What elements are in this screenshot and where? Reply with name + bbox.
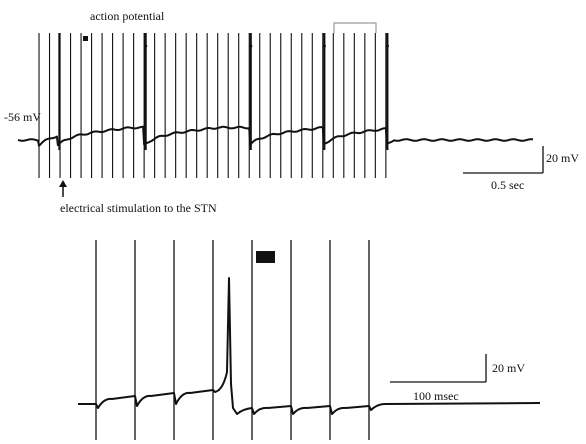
top-spike-dot-2: [144, 44, 148, 48]
action-potential-label: action potential: [90, 9, 165, 23]
bottom-stimulus-artifacts: [95, 240, 370, 440]
resting-potential-label: -56 mV: [4, 110, 41, 124]
top-scale-bar: [463, 146, 544, 174]
stimulus-label: electrical stimulation to the STN: [60, 201, 217, 215]
top-spike-dot-3: [249, 44, 253, 48]
top-spike-dot-5: [385, 44, 389, 48]
top-scale-voltage-label: 20 mV: [546, 151, 579, 165]
bottom-membrane-trace: [78, 277, 541, 415]
highlight-bracket: [333, 22, 377, 33]
top-action-potentials: [58, 33, 389, 150]
bottom-scale-bar: [390, 354, 487, 383]
top-scale-time-label: 0.5 sec: [491, 178, 524, 192]
stimulus-arrow-icon: [59, 180, 67, 197]
bottom-panel: 20 mV 100 msec: [78, 240, 541, 440]
top-membrane-trace: [17, 125, 534, 147]
action-potential-marker: [83, 36, 88, 41]
top-spike-markers: [144, 44, 389, 48]
bottom-scale-time-label: 100 msec: [413, 389, 459, 403]
top-panel: action potential -56 mV electrical stimu…: [4, 9, 579, 215]
stimulus-marker-rect: [256, 251, 275, 263]
bottom-scale-voltage-label: 20 mV: [492, 361, 525, 375]
top-stimulus-artifacts: [38, 33, 387, 178]
top-spike-dot-4: [322, 44, 326, 48]
